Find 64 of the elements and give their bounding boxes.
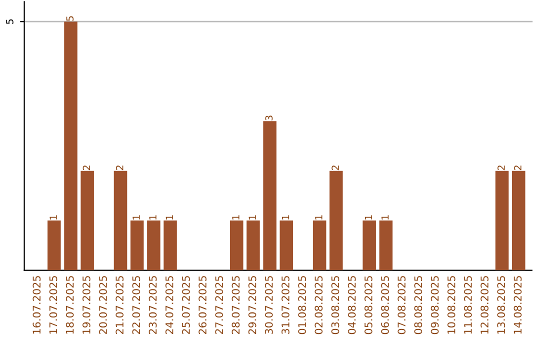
data-label: 2 [498, 166, 505, 170]
data-label: 1 [166, 215, 173, 220]
data-label: 1 [282, 215, 290, 220]
data-label: 2 [514, 166, 522, 170]
bar [164, 220, 177, 270]
bar [80, 170, 94, 270]
x-tick-label: 04.08.2025 [348, 276, 356, 334]
bar [263, 121, 276, 270]
x-tick-label: 23.07.2025 [148, 276, 157, 334]
x-tick-label: 29.07.2025 [248, 276, 256, 334]
data-label: 1 [149, 215, 156, 220]
bar [230, 220, 244, 270]
x-tick-label: 28.07.2025 [232, 276, 240, 334]
bar [130, 220, 144, 270]
x-tick-label: 25.07.2025 [182, 276, 190, 334]
x-tick-label: 16.07.2025 [32, 276, 41, 334]
data-label: 1 [50, 215, 57, 220]
x-tick-label: 22.07.2025 [132, 276, 140, 334]
data-label: 1 [132, 215, 140, 220]
data-label: 5 [66, 16, 74, 21]
x-tick-label: 13.08.2025 [497, 276, 506, 334]
x-tick-label: 19.07.2025 [82, 276, 90, 334]
x-tick-label: 07.08.2025 [398, 276, 406, 334]
data-label: 3 [265, 116, 273, 120]
bar [64, 22, 78, 270]
x-tick-label: 31.07.2025 [282, 276, 290, 334]
data-label: 2 [332, 166, 339, 170]
x-tick-label: 30.07.2025 [264, 276, 273, 334]
x-tick-label: 05.08.2025 [364, 276, 372, 334]
bar [280, 220, 294, 270]
x-tick-label: 20.07.2025 [99, 276, 107, 334]
data-label: 2 [116, 166, 124, 170]
data-label: 1 [248, 215, 256, 220]
x-tick-label: 26.07.2025 [198, 276, 206, 334]
x-tick-label: 17.07.2025 [49, 276, 58, 334]
x-tick-label: 11.08.2025 [464, 276, 472, 334]
x-tick-label: 03.08.2025 [331, 276, 340, 334]
bar [512, 170, 526, 270]
bar [246, 220, 260, 270]
x-tick-label: 02.08.2025 [314, 276, 323, 334]
data-label: 1 [364, 215, 372, 220]
x-tick-label: 10.08.2025 [447, 276, 456, 334]
x-tick-label: 27.07.2025 [215, 276, 224, 334]
x-tick-label: 18.07.2025 [66, 276, 74, 334]
x-tick-label: 12.08.2025 [480, 276, 488, 334]
x-tick-label: 01.08.2025 [298, 276, 306, 334]
data-label: 1 [232, 215, 240, 220]
data-label: 1 [382, 215, 389, 220]
x-tick-label: 06.08.2025 [381, 276, 389, 334]
bar [362, 220, 376, 270]
bar [114, 170, 128, 270]
bar [379, 220, 393, 270]
x-tick-label: 14.08.2025 [514, 276, 522, 334]
bar [312, 220, 326, 270]
x-tick-label: 08.08.2025 [414, 276, 422, 334]
x-tick-label: 21.07.2025 [116, 276, 124, 334]
bar [330, 170, 343, 270]
bar [147, 220, 160, 270]
x-tick-label: 24.07.2025 [165, 276, 174, 334]
x-tick-label: 09.08.2025 [430, 276, 439, 334]
bar [48, 220, 61, 270]
data-label: 2 [82, 166, 90, 170]
data-label: 1 [315, 215, 322, 220]
bar [495, 170, 509, 270]
